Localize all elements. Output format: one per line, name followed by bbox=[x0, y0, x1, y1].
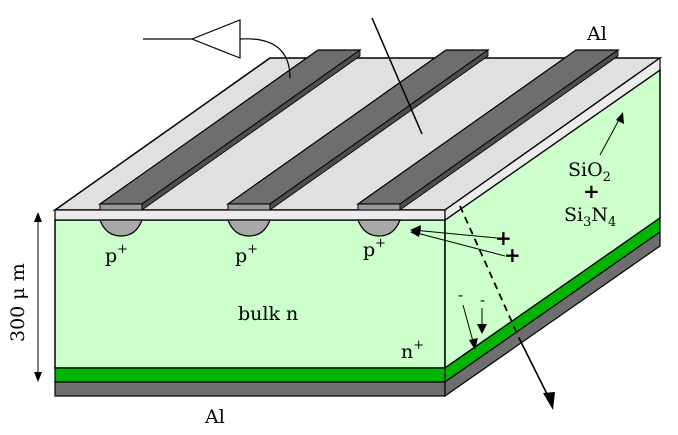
particle-track-top bbox=[371, 17, 423, 135]
electron-drift-arrowhead-1-icon bbox=[469, 338, 478, 350]
hole-charge-2: + bbox=[504, 243, 521, 267]
thickness-arrow-top-icon bbox=[34, 212, 42, 222]
thickness-arrow-bottom-icon bbox=[34, 372, 42, 382]
aluminium-strip-1-front bbox=[99, 203, 143, 211]
n-plus-layer-front bbox=[54, 367, 446, 383]
oxide-pointer-line bbox=[599, 117, 621, 156]
nitride-label: Si3N4 bbox=[564, 204, 616, 230]
electron-drift-line-1 bbox=[462, 304, 475, 346]
n-plus-label: n+ bbox=[401, 338, 424, 363]
al-bottom-label: Al bbox=[204, 406, 225, 428]
oxide-side-edge bbox=[444, 56, 661, 222]
oxide-plus-label: + bbox=[583, 179, 600, 203]
amplifier-icon bbox=[190, 19, 241, 59]
back-metal-front bbox=[54, 381, 446, 397]
oxide-pointer-arrowhead-icon bbox=[616, 112, 624, 124]
aluminium-strip-1-side bbox=[141, 49, 361, 211]
electron-charge-1: - bbox=[458, 288, 463, 304]
aluminium-strip-2-front bbox=[227, 203, 271, 211]
p-plus-implant-2 bbox=[227, 219, 271, 237]
hole-drift-arrowhead-2-icon bbox=[410, 228, 421, 237]
hole-drift-line-2 bbox=[412, 231, 506, 257]
hole-charge-1: + bbox=[495, 226, 512, 250]
particle-exit-arrow-icon bbox=[543, 392, 555, 410]
electron-charge-2: - bbox=[480, 293, 485, 309]
hole-drift-line-1 bbox=[412, 229, 498, 239]
aluminium-strip-3-front bbox=[357, 203, 401, 211]
aluminium-strip-2-side bbox=[269, 49, 489, 211]
aluminium-strip-3-side bbox=[399, 49, 619, 211]
p-plus-label-1: p+ bbox=[105, 242, 128, 267]
oxide-label: SiO2 bbox=[568, 159, 611, 185]
oxide-front-edge bbox=[54, 209, 446, 221]
particle-track-inside bbox=[459, 205, 521, 341]
thickness-label: 300 μ m bbox=[7, 263, 29, 342]
bulk-front-face bbox=[54, 219, 446, 369]
back-metal-side bbox=[444, 230, 661, 398]
p-plus-implant-3 bbox=[357, 219, 401, 237]
amplifier-input-wire bbox=[239, 38, 291, 79]
p-plus-implant-1 bbox=[99, 219, 143, 237]
electron-drift-arrowhead-2-icon bbox=[477, 324, 487, 334]
al-top-label: Al bbox=[586, 23, 607, 45]
p-plus-label-2: p+ bbox=[235, 242, 258, 267]
particle-track-exit bbox=[519, 339, 551, 401]
p-plus-label-3: p+ bbox=[363, 236, 386, 261]
bulk-n-label: bulk n bbox=[238, 303, 298, 325]
